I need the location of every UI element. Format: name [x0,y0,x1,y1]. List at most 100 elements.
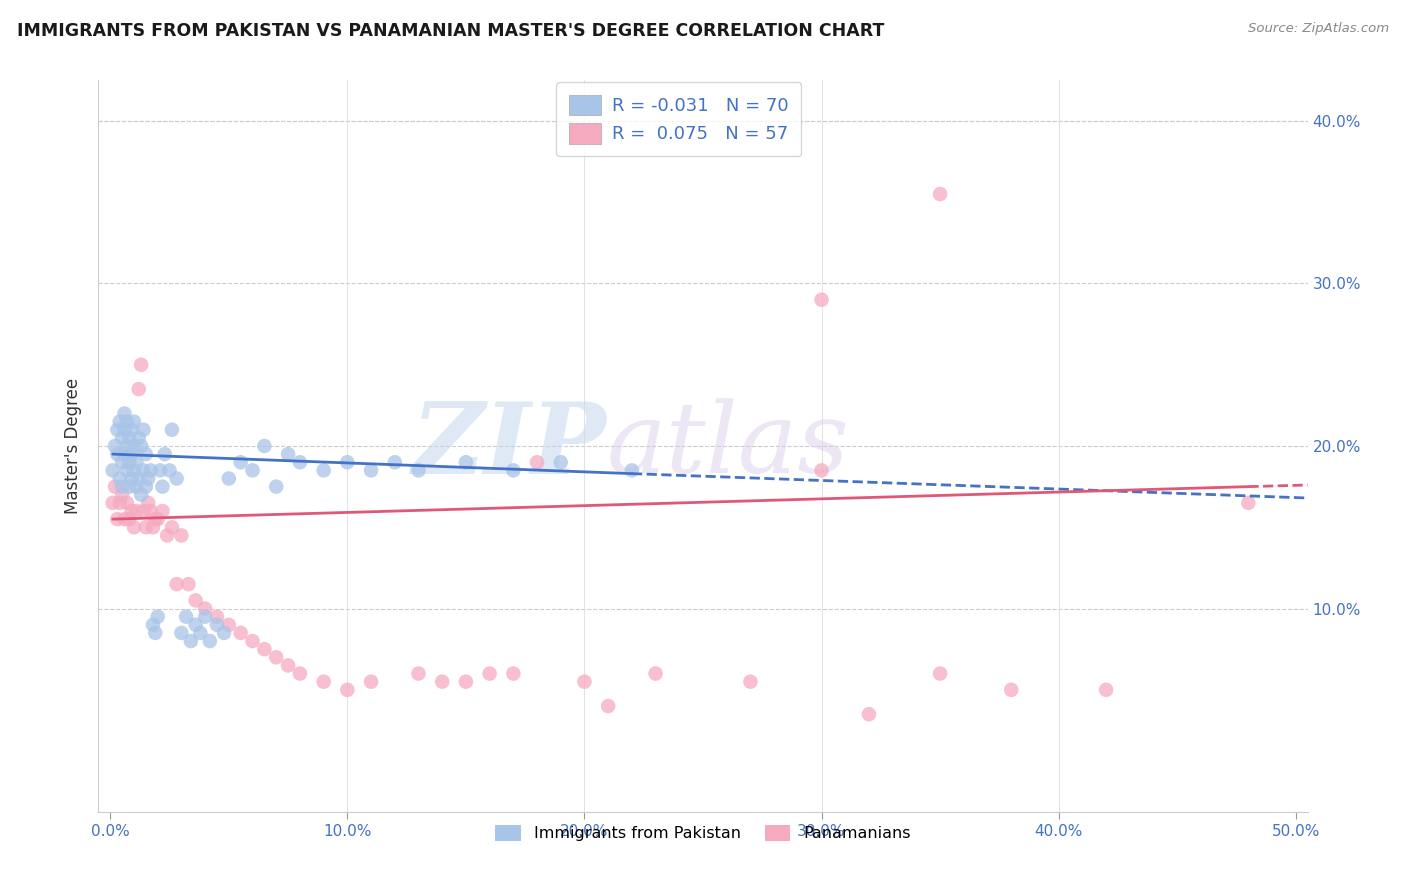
Point [118,512,141,526]
Point [143,512,166,526]
Point [408,463,430,477]
Point [1000,682,1022,697]
Point [264,650,287,665]
Point [111,488,134,502]
Point [128,471,150,485]
Point [135,480,157,494]
Point [142,520,165,534]
Point [502,463,524,477]
Point [166,577,188,591]
Point [288,455,311,469]
Point [336,455,359,469]
Point [132,504,155,518]
Point [598,699,620,714]
Point [810,463,832,477]
Point [159,463,181,477]
Point [174,609,197,624]
Point [143,626,166,640]
Point [122,463,145,477]
Point [644,666,666,681]
Legend: Immigrants from Pakistan, Panamanians: Immigrants from Pakistan, Panamanians [489,818,917,847]
Point [574,674,596,689]
Point [810,293,832,307]
Point [242,463,264,477]
Point [253,642,276,657]
Point [277,447,299,461]
Point [360,674,382,689]
Point [121,471,143,485]
Point [108,471,131,485]
Point [502,666,524,681]
Text: atlas: atlas [606,399,849,493]
Point [108,415,131,429]
Point [929,666,952,681]
Point [121,447,143,461]
Point [114,407,136,421]
Point [129,488,152,502]
Point [121,423,143,437]
Point [184,617,207,632]
Point [136,496,159,510]
Point [205,609,228,624]
Point [360,463,382,477]
Point [118,480,141,494]
Point [132,423,155,437]
Point [253,439,276,453]
Point [153,447,176,461]
Point [198,634,221,648]
Point [740,674,762,689]
Point [128,382,150,396]
Point [218,471,240,485]
Point [139,463,162,477]
Point [114,447,136,461]
Point [152,504,174,518]
Point [142,617,165,632]
Point [136,471,159,485]
Point [929,187,952,202]
Point [170,626,193,640]
Point [229,626,252,640]
Point [115,439,138,453]
Point [336,682,359,697]
Point [129,358,152,372]
Point [101,463,124,477]
Point [550,455,572,469]
Point [135,447,157,461]
Point [454,455,477,469]
Point [146,512,169,526]
Point [229,455,252,469]
Point [129,439,152,453]
Point [160,520,183,534]
Point [242,634,264,648]
Point [122,439,145,453]
Point [166,471,188,485]
Text: Source: ZipAtlas.com: Source: ZipAtlas.com [1249,22,1389,36]
Point [858,707,880,722]
Point [312,674,335,689]
Point [115,463,138,477]
Point [114,423,136,437]
Point [1095,682,1118,697]
Point [105,447,128,461]
Point [184,593,207,607]
Point [118,431,141,445]
Point [118,455,141,469]
Point [105,423,128,437]
Point [180,634,202,648]
Point [177,577,200,591]
Y-axis label: Master's Degree: Master's Degree [65,378,83,514]
Point [194,609,217,624]
Point [111,431,134,445]
Point [108,496,131,510]
Point [312,463,335,477]
Point [212,626,235,640]
Point [122,520,145,534]
Point [1237,496,1260,510]
Point [149,463,172,477]
Point [105,512,128,526]
Point [620,463,643,477]
Point [125,480,148,494]
Point [111,480,134,494]
Point [115,415,138,429]
Point [139,504,162,518]
